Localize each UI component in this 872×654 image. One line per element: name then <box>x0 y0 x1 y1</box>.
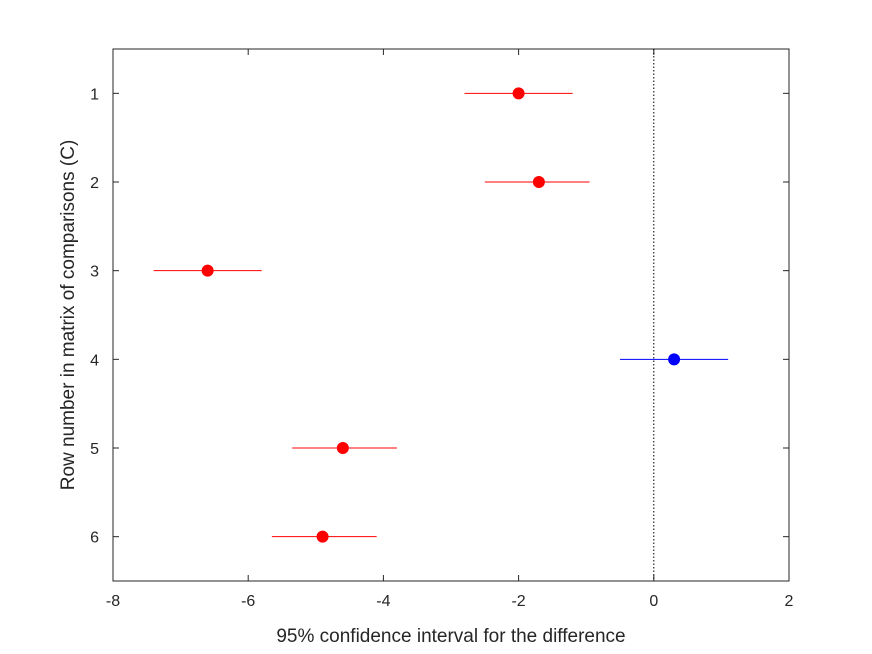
x-axis-label: 95% confidence interval for the differen… <box>276 626 625 647</box>
estimate-point-row-5 <box>336 442 349 454</box>
y-tick-label: 6 <box>90 530 99 547</box>
x-tick-label: -4 <box>376 593 390 610</box>
x-tick-label: -2 <box>511 593 525 610</box>
estimate-point-row-6 <box>316 530 329 543</box>
x-tick-label: 2 <box>785 593 794 610</box>
y-tick-label: 4 <box>90 352 99 369</box>
y-tick-label: 3 <box>90 264 99 281</box>
y-axis-label: Row number in matrix of comparisons (C) <box>58 140 79 491</box>
estimate-point-row-3 <box>201 264 214 277</box>
x-tick-label: -8 <box>106 593 120 610</box>
y-tick-label: 2 <box>90 175 99 192</box>
y-tick-label: 5 <box>90 441 99 458</box>
x-tick-label: 0 <box>649 593 658 610</box>
estimate-point-row-1 <box>512 87 525 100</box>
plot-area: -8 -6 -4 -2 0 2 1 2 3 4 5 6 <box>90 48 794 610</box>
y-tick-label: 1 <box>90 86 99 103</box>
estimate-point-row-2 <box>532 176 545 188</box>
estimate-point-row-4 <box>668 353 681 366</box>
x-tick-label: -6 <box>241 593 255 610</box>
axes-box <box>112 48 790 582</box>
